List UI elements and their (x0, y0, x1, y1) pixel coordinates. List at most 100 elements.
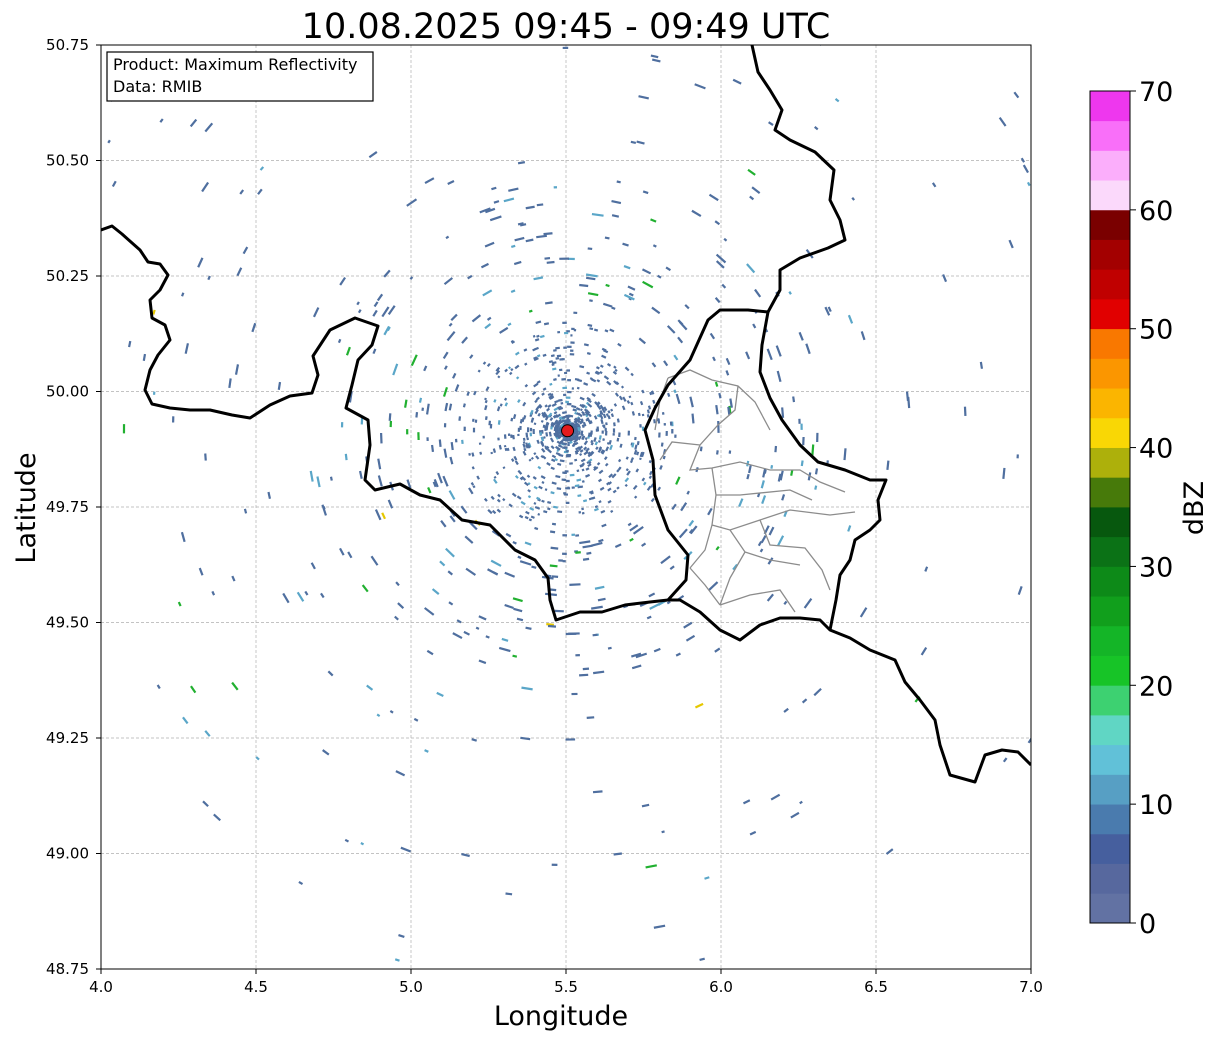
echo-cell (471, 452, 475, 457)
echo-cell (613, 365, 617, 369)
echo-cell (511, 340, 516, 344)
echo-cell (535, 455, 540, 460)
echo-cell (752, 323, 757, 329)
echo-cell (386, 326, 391, 332)
echo-cell (646, 414, 650, 418)
echo-cell (540, 454, 544, 459)
echo-cell (565, 396, 571, 399)
echo-cell (781, 407, 785, 418)
echo-cell (591, 378, 597, 383)
colorbar-segment (1090, 269, 1130, 300)
echo-cell (573, 329, 577, 332)
echo-cell (172, 416, 175, 423)
echo-cell (180, 531, 186, 543)
echo-cell (555, 346, 560, 350)
echo-cell (610, 408, 614, 412)
echo-cell (504, 571, 516, 578)
echo-cell (557, 374, 560, 377)
echo-cell (527, 443, 531, 449)
colorbar-segment (1090, 447, 1130, 478)
radar-echoes (68, 11, 1031, 962)
echo-cell (800, 423, 803, 430)
echo-cell (591, 213, 604, 217)
echo-cell (445, 547, 455, 558)
echo-cell (368, 151, 378, 159)
echo-cell (517, 555, 522, 559)
echo-cell (567, 443, 570, 447)
echo-cell (608, 473, 614, 479)
echo-cell (528, 518, 533, 522)
echo-cell (213, 813, 221, 822)
echo-cell (689, 396, 694, 408)
echo-cell (575, 534, 580, 537)
echo-cell (542, 353, 547, 357)
echo-cell (373, 301, 379, 308)
echo-cell (557, 330, 561, 334)
echo-cell (651, 362, 657, 368)
echo-cell (540, 436, 545, 442)
echo-cell (685, 634, 696, 642)
colorbar-segment (1090, 209, 1130, 240)
x-tick-label: 6.5 (864, 978, 888, 996)
echo-cell (906, 11, 914, 18)
echo-cell (653, 924, 666, 929)
echo-cell (529, 506, 535, 511)
echo-cell (559, 433, 564, 438)
echo-cell (600, 509, 606, 514)
echo-cell (574, 421, 579, 426)
echo-cell (634, 436, 637, 441)
echo-cell (546, 422, 550, 426)
echo-cell (760, 480, 765, 489)
echo-cell (574, 484, 580, 488)
echo-cell (551, 402, 557, 407)
echo-cell (512, 446, 516, 452)
echo-cell (599, 414, 604, 420)
colorbar-segment (1090, 120, 1130, 151)
echo-cell (602, 413, 607, 419)
echo-cell (594, 401, 599, 407)
colorbar-segment (1090, 180, 1130, 211)
echo-cell (505, 532, 512, 538)
echo-cell (522, 443, 526, 449)
echo-cell (509, 371, 513, 376)
radar-site-dot (561, 424, 575, 438)
echo-cell (629, 537, 634, 542)
echo-cell (613, 422, 616, 427)
echo-cell (573, 423, 578, 428)
echo-cell (444, 402, 449, 412)
echo-cell (542, 412, 547, 419)
echo-cell (570, 334, 573, 337)
echo-cell (675, 393, 681, 405)
echo-cell (571, 486, 575, 489)
echo-cell (449, 456, 454, 465)
echo-cell (228, 378, 232, 389)
echo-cell (68, 284, 72, 292)
echo-cell (548, 360, 554, 364)
echo-cell (790, 811, 800, 819)
echo-cell (485, 386, 490, 392)
echo-cell (340, 422, 344, 428)
echo-cell (580, 430, 584, 436)
echo-cell (551, 361, 557, 365)
echo-cell (541, 392, 545, 396)
echo-cell (748, 465, 752, 474)
echo-cell (590, 441, 594, 446)
echo-cell (518, 514, 524, 519)
echo-cell (777, 473, 782, 482)
echo-cell (550, 466, 555, 471)
echo-cell (502, 466, 506, 470)
echo-cell (478, 442, 482, 445)
echo-cell (617, 458, 622, 463)
echo-cell (533, 452, 537, 456)
echo-cell (760, 535, 767, 544)
echo-cell (277, 381, 282, 391)
echo-cell (282, 592, 290, 604)
echo-cell (554, 609, 564, 613)
echo-cell (484, 399, 488, 404)
echo-cell (437, 472, 443, 484)
echo-cell (496, 366, 501, 371)
echo-cell (666, 325, 676, 334)
echo-cell (539, 334, 545, 339)
echo-cell (546, 462, 551, 466)
echo-cell (574, 377, 580, 381)
